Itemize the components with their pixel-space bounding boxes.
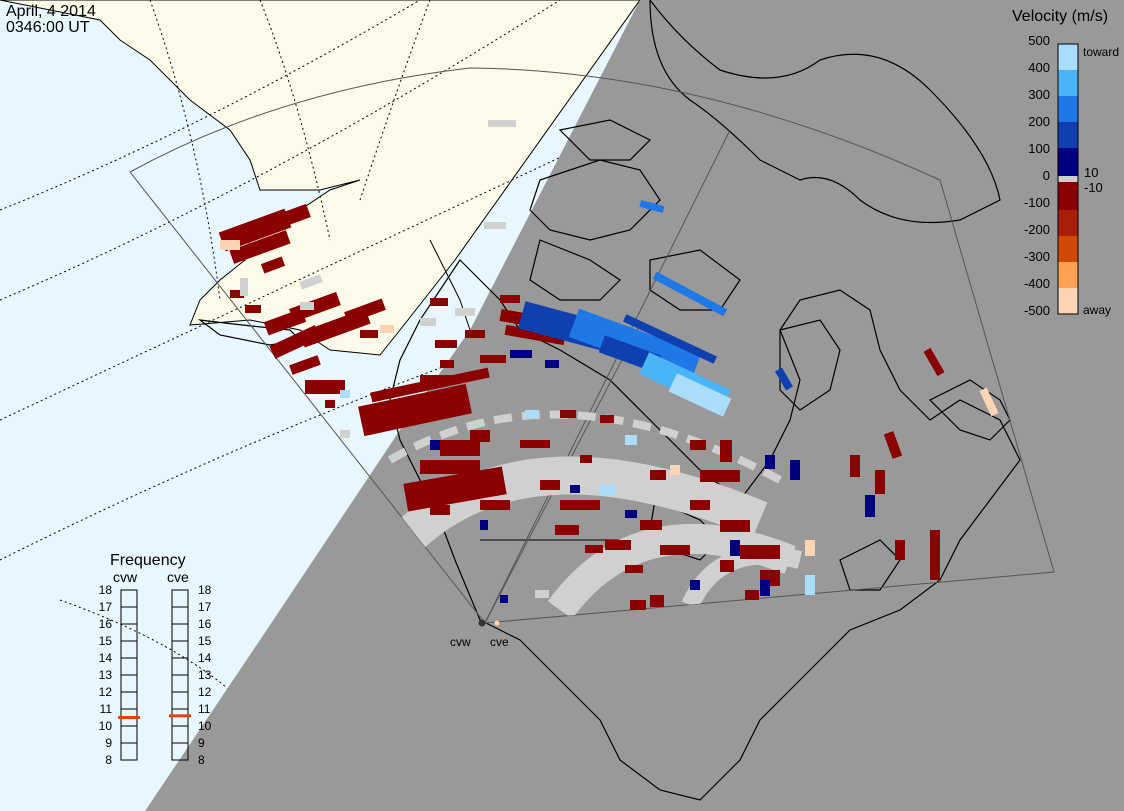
frequency-tick-label: 12	[198, 685, 212, 699]
radar-sites: cvw cve	[450, 619, 509, 649]
date-label: April, 4 2014	[6, 3, 96, 20]
frequency-tick-label: 11	[100, 702, 113, 716]
night-shading	[145, 0, 1124, 811]
frequency-tick-label: 13	[99, 668, 113, 682]
time-label: 0346:00 UT	[6, 19, 90, 36]
frequency-cell	[120, 742, 138, 761]
frequency-markers	[118, 714, 191, 719]
velocity-inner-tick: 10	[1084, 165, 1098, 180]
velocity-inner-tick: -10	[1084, 180, 1103, 195]
frequency-tick-label: 13	[198, 668, 212, 682]
frequency-tick-label: 16	[198, 617, 212, 631]
frequency-tick-label: 17	[99, 600, 113, 614]
frequency-tick-label: 9	[198, 736, 205, 750]
frequency-radar-label-cve: cve	[167, 569, 189, 585]
velocity-strong-away-cells	[220, 240, 999, 556]
frequency-title: Frequency	[110, 552, 186, 569]
toward-label: toward	[1083, 45, 1119, 59]
velocity-tick: 300	[1028, 87, 1050, 102]
frequency-tick-label: 18	[198, 583, 212, 597]
away-label: away	[1083, 303, 1111, 317]
low-velocity-cells	[240, 120, 549, 598]
frequency-cell	[171, 742, 189, 761]
frequency-tick-label: 17	[198, 600, 212, 614]
velocity-tick: 200	[1028, 114, 1050, 129]
frequency-tick-label: 11	[198, 702, 211, 716]
velocity-tick: -500	[1024, 303, 1050, 318]
graticule	[0, 0, 761, 721]
frequency-marker-cvw	[118, 716, 140, 719]
frequency-tick-label: 14	[198, 651, 212, 665]
velocity-tick: 0	[1043, 168, 1050, 183]
velocity-tick: -200	[1024, 222, 1050, 237]
cve-site-label: cve	[490, 635, 509, 649]
frequency-tick-label: 14	[99, 651, 113, 665]
frequency-tick-label: 8	[198, 753, 205, 767]
velocity-tick: -100	[1024, 195, 1050, 210]
frequency-tick-label: 12	[99, 685, 113, 699]
velocity-tick: 100	[1028, 141, 1050, 156]
coastlines	[197, 0, 1021, 801]
frequency-tick-label: 16	[99, 617, 113, 631]
cvw-site-label: cvw	[450, 635, 471, 649]
frequency-radar-label-cvw: cvw	[113, 569, 138, 585]
frequency-tick-label: 8	[105, 753, 112, 767]
velocity-scale-title: Velocity (m/s)	[1012, 8, 1108, 25]
frequency-ticks: 18 17 16 15 14 13 12 11 10 9 8 18 17 16 15 14 13 12 11 10 9 8	[99, 583, 212, 767]
velocity-tick: -300	[1024, 249, 1050, 264]
frequency-panel: Frequency cvw cve 1817161514131211109818…	[99, 552, 212, 767]
velocity-tick: 500	[1028, 33, 1050, 48]
frequency-marker-cve	[169, 714, 191, 718]
frequency-tick-label: 15	[198, 634, 212, 648]
velocity-tick: 400	[1028, 60, 1050, 75]
frequency-tick-label: 10	[99, 719, 113, 733]
velocity-colorbar: Velocity (m/s) 500 400 300 200 100 0 -10…	[1012, 8, 1119, 318]
frequency-tick-label: 9	[105, 736, 112, 750]
velocity-tick: -400	[1024, 276, 1050, 291]
frequency-tick-label: 10	[198, 719, 212, 733]
velocity-toward-cells	[340, 199, 875, 603]
cve-site-marker	[494, 620, 500, 626]
frequency-tick-label: 18	[99, 583, 113, 597]
cvw-site-marker	[478, 619, 486, 627]
frequency-columns	[120, 589, 189, 761]
frequency-tick-label: 15	[99, 634, 113, 648]
